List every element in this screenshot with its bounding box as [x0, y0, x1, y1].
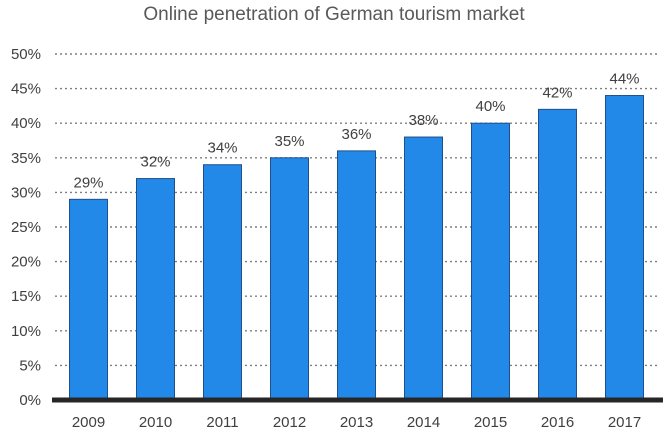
data-label: 35%	[274, 133, 304, 150]
data-label: 36%	[341, 126, 371, 143]
y-tick-label: 10%	[11, 323, 41, 340]
y-tick-label: 5%	[19, 357, 41, 374]
data-label: 40%	[475, 98, 505, 115]
x-tick-label: 2013	[340, 414, 373, 431]
bar	[471, 122, 510, 401]
data-label: 32%	[140, 154, 170, 171]
y-tick-label: 30%	[11, 184, 41, 201]
bar	[203, 164, 242, 401]
x-tick-label: 2009	[72, 414, 105, 431]
y-tick-label: 15%	[11, 288, 41, 305]
data-label: 44%	[609, 71, 639, 88]
data-label: 29%	[73, 174, 103, 191]
x-tick-label: 2010	[139, 414, 172, 431]
x-tick-label: 2012	[273, 414, 306, 431]
bar	[69, 198, 108, 401]
bar	[337, 150, 376, 401]
y-tick-label: 0%	[19, 392, 41, 409]
data-label: 42%	[542, 84, 572, 101]
y-tick-label: 35%	[11, 150, 41, 167]
y-tick-label: 50%	[11, 46, 41, 63]
y-tick-label: 45%	[11, 81, 41, 98]
x-tick-label: 2015	[474, 414, 507, 431]
y-tick-label: 20%	[11, 254, 41, 271]
bar	[404, 136, 443, 401]
data-label: 34%	[207, 140, 237, 157]
chart-title: Online penetration of German tourism mar…	[143, 4, 525, 25]
y-tick-label: 25%	[11, 219, 41, 236]
bar	[605, 95, 644, 401]
x-tick-label: 2017	[608, 414, 641, 431]
x-tick-label: 2014	[407, 414, 440, 431]
x-tick-label: 2011	[206, 414, 238, 431]
bar	[136, 178, 175, 401]
x-tick-label: 2016	[541, 414, 574, 431]
bar	[270, 157, 309, 401]
data-label: 38%	[408, 112, 438, 129]
bar	[538, 108, 577, 401]
y-tick-label: 40%	[11, 115, 41, 132]
